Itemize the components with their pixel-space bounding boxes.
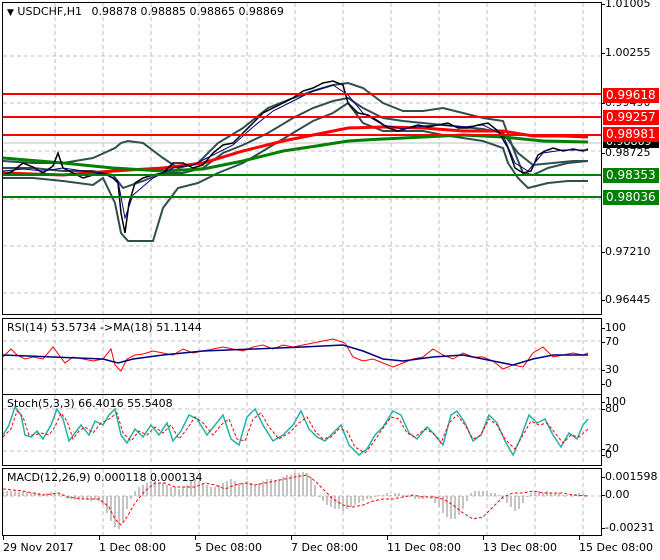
stoch-tick: 100 bbox=[601, 395, 626, 408]
triangle-down-icon[interactable]: ▼ bbox=[7, 8, 14, 18]
rsi-chart bbox=[3, 319, 601, 394]
rsi-tick: 0 bbox=[601, 377, 612, 390]
time-tick: 1 Dec 08:00 bbox=[99, 535, 166, 554]
macd-tick: -0.00231 bbox=[600, 521, 655, 534]
rsi-label: RSI(14) 53.5734 ->MA(18) 51.1144 bbox=[7, 321, 202, 334]
time-tick: 29 Nov 2017 bbox=[3, 535, 74, 554]
support-tag: 0.98036 bbox=[603, 190, 659, 205]
rsi-pane[interactable]: RSI(14) 53.5734 ->MA(18) 51.1144 bbox=[2, 318, 602, 395]
main-chart-pane[interactable]: ▼ USDCHF,H1 0.98878 0.98885 0.98865 0.98… bbox=[2, 2, 602, 315]
support-tag: 0.98353 bbox=[603, 168, 659, 183]
rsi-tick: 100 bbox=[601, 321, 626, 334]
stoch-axis: 100 80 20 0 bbox=[601, 394, 660, 466]
rsi-axis: 100 70 30 0 bbox=[601, 318, 660, 395]
resistance-tag: 0.98981 bbox=[603, 127, 659, 142]
macd-chart bbox=[3, 469, 601, 535]
time-tick: 7 Dec 08:00 bbox=[291, 535, 358, 554]
stoch-tick: 20 bbox=[601, 442, 619, 455]
price-tick: 0.96445 bbox=[601, 293, 651, 306]
macd-tick: 0.001598 bbox=[601, 470, 658, 483]
time-tick: 15 Dec 08:00 bbox=[579, 535, 653, 554]
stoch-tick: 0 bbox=[601, 448, 612, 461]
price-tick: 0.97210 bbox=[601, 245, 651, 258]
price-axis[interactable]: 1.01005 1.00255 0.99490 0.98725 0.97210 … bbox=[601, 0, 660, 316]
macd-axis: 0.001598 0.00 -0.00231 bbox=[600, 468, 660, 536]
resistance-tag: 0.99257 bbox=[603, 110, 659, 125]
rsi-tick: 30 bbox=[601, 363, 619, 376]
symbol-header: ▼ USDCHF,H1 0.98878 0.98885 0.98865 0.98… bbox=[7, 5, 284, 18]
macd-tick: 0.00 bbox=[601, 488, 630, 501]
stoch-tick: 80 bbox=[601, 402, 619, 415]
price-tick: 0.98725 bbox=[601, 146, 651, 159]
price-tick: 1.00255 bbox=[601, 46, 651, 59]
rsi-tick: 70 bbox=[601, 335, 619, 348]
stoch-chart bbox=[3, 395, 601, 465]
time-tick: 11 Dec 08:00 bbox=[387, 535, 461, 554]
macd-pane[interactable]: MACD(12,26,9) 0.000118 0.000134 bbox=[2, 468, 602, 536]
resistance-tag: 0.99618 bbox=[603, 88, 659, 103]
symbol-name: USDCHF,H1 bbox=[17, 5, 82, 18]
ohlc-values: 0.98878 0.98885 0.98865 0.98869 bbox=[91, 5, 284, 18]
macd-label: MACD(12,26,9) 0.000118 0.000134 bbox=[7, 471, 203, 484]
time-tick: 5 Dec 08:00 bbox=[195, 535, 262, 554]
stoch-label: Stoch(5,3,3) 66.4016 55.5408 bbox=[7, 397, 173, 410]
stoch-pane[interactable]: Stoch(5,3,3) 66.4016 55.5408 bbox=[2, 394, 602, 466]
time-tick: 13 Dec 08:00 bbox=[483, 535, 557, 554]
price-tick: 1.01005 bbox=[601, 0, 651, 10]
price-chart bbox=[3, 3, 601, 314]
